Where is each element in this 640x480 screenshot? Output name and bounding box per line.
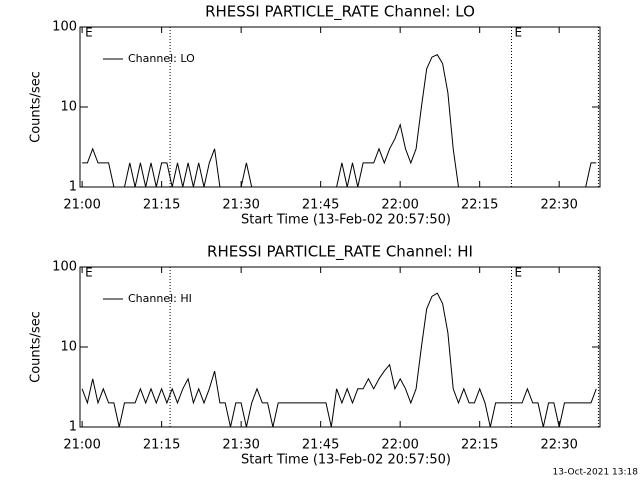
annotation: E <box>514 266 522 280</box>
x-tick-label: 21:00 <box>63 198 100 213</box>
data-line <box>82 54 597 188</box>
annotation: E <box>85 266 93 280</box>
x-tick-label: 22:00 <box>381 198 418 213</box>
y-tick-label: 100 <box>52 260 77 275</box>
y-tick-label: 10 <box>60 100 77 115</box>
annotation: E <box>85 26 93 40</box>
y-tick-label: 1 <box>69 180 77 195</box>
y-tick-label: 100 <box>52 20 77 35</box>
x-axis-label: Start Time (13-Feb-02 20:57:50) <box>241 213 451 228</box>
y-axis-label: Counts/sec <box>29 71 44 143</box>
x-tick-label: 21:15 <box>143 438 180 453</box>
x-axis-label: Start Time (13-Feb-02 20:57:50) <box>241 453 451 468</box>
chart-title: RHESSI PARTICLE_RATE Channel: LO <box>205 3 475 22</box>
x-tick-label: 21:30 <box>222 438 259 453</box>
y-tick-label: 10 <box>60 340 77 355</box>
x-tick-label: 22:30 <box>540 438 577 453</box>
x-tick-label: 22:30 <box>540 198 577 213</box>
data-line <box>81 292 597 428</box>
x-tick-label: 21:45 <box>302 198 339 213</box>
x-tick-label: 21:00 <box>63 438 100 453</box>
y-tick-label: 1 <box>69 420 77 435</box>
x-tick-label: 21:15 <box>143 198 180 213</box>
legend-label: Channel: LO <box>128 52 195 65</box>
chart-title: RHESSI PARTICLE_RATE Channel: HI <box>207 243 473 262</box>
legend-label: Channel: HI <box>128 292 192 305</box>
footer: 13-Oct-2021 13:18 <box>553 468 639 478</box>
x-tick-label: 22:15 <box>461 198 498 213</box>
x-tick-label: 22:15 <box>461 438 498 453</box>
x-tick-label: 21:45 <box>302 438 339 453</box>
x-tick-label: 22:00 <box>381 438 418 453</box>
x-tick-label: 21:30 <box>222 198 259 213</box>
y-axis-label: Counts/sec <box>29 311 44 383</box>
annotation: E <box>514 26 522 40</box>
